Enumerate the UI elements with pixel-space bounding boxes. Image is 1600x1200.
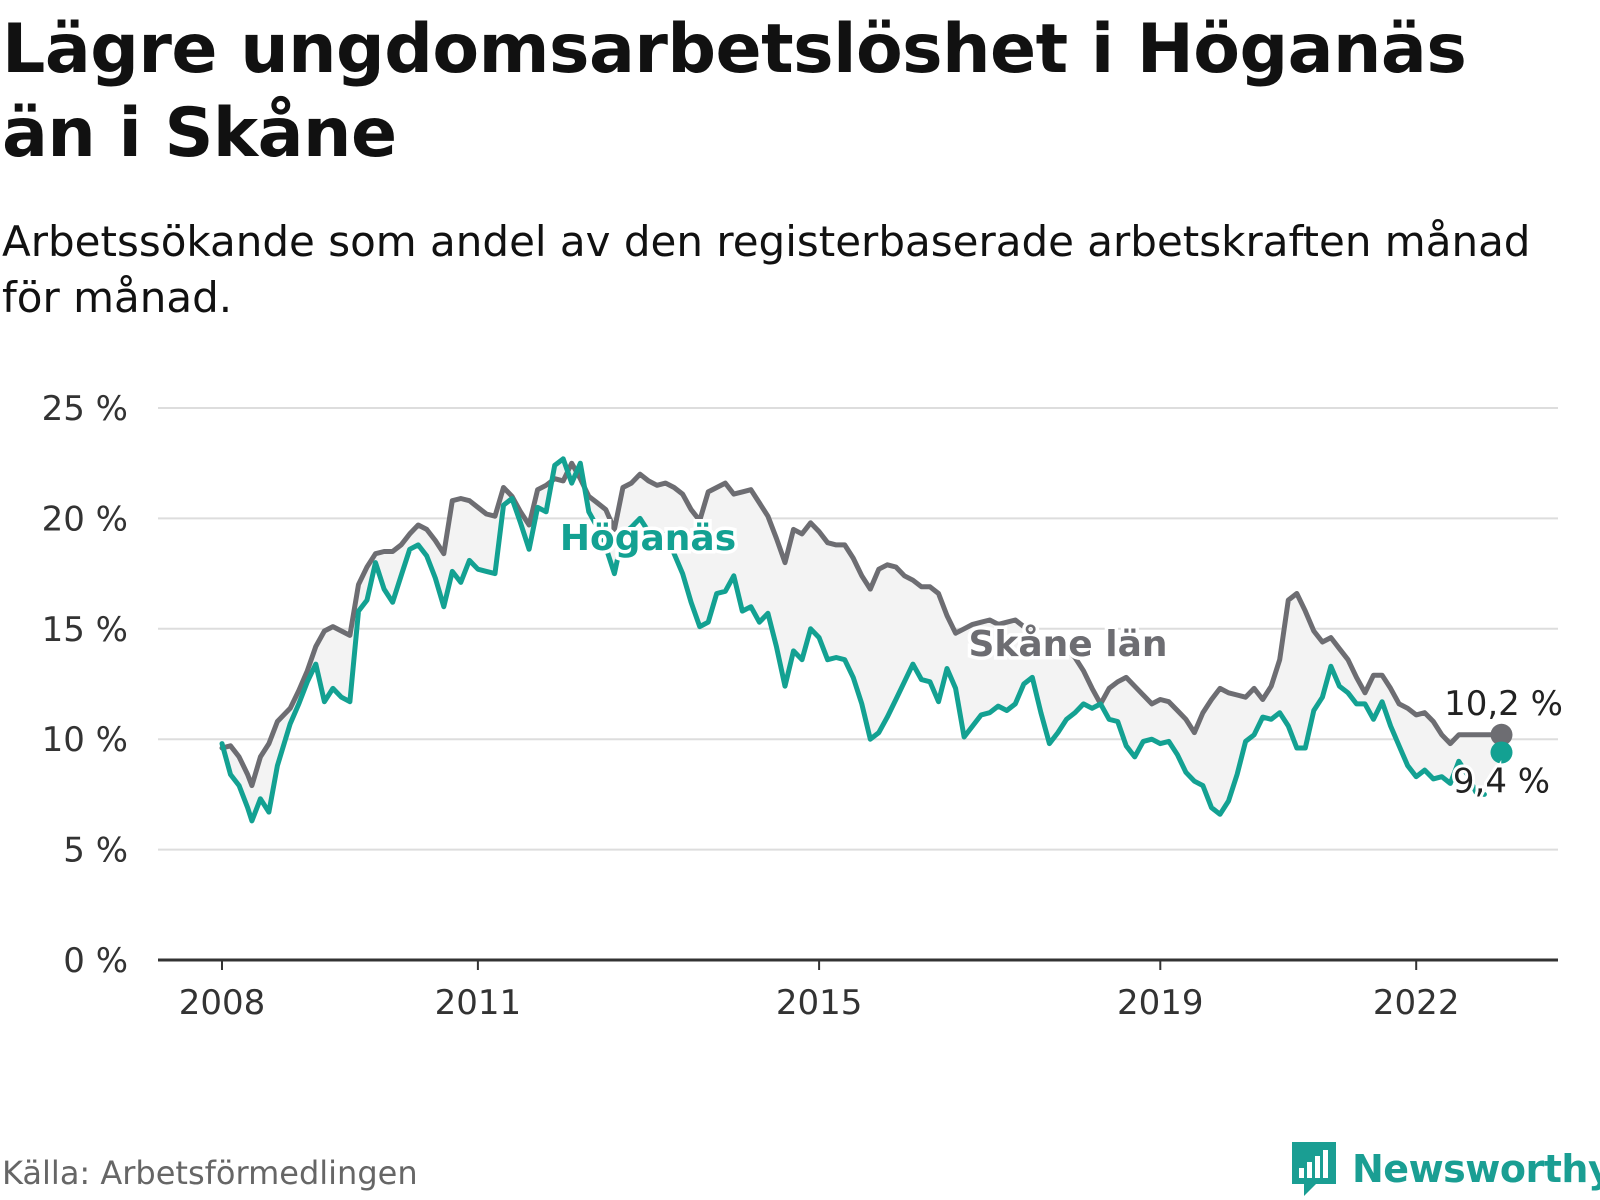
newsworthy-logo-icon: [1292, 1142, 1336, 1196]
difference-band: [222, 458, 1502, 821]
source-note: Källa: Arbetsförmedlingen: [2, 1154, 418, 1192]
y-tick-label: 25 %: [42, 389, 128, 429]
y-tick-label: 15 %: [42, 610, 128, 650]
brand-name: Newsworthy: [1352, 1147, 1600, 1191]
y-tick-label: 5 %: [63, 831, 128, 871]
line-chart: 0 % 5 % 10 % 15 % 20 % 25 % 2008 2011 2015 2019 20…: [42, 389, 1563, 1023]
x-tick-label: 2019: [1117, 983, 1204, 1023]
chart-subtitle: Arbetssökande som andel av den registerb…: [2, 217, 1531, 322]
end-marker-hoganas: [1490, 741, 1513, 764]
brand-logo: Newsworthy: [1290, 1140, 1600, 1198]
end-label-skane: 10,2 %: [1444, 684, 1563, 724]
x-tick-label: 2011: [435, 983, 522, 1023]
x-tick-label: 2015: [776, 983, 863, 1023]
y-tick-label: 10 %: [42, 720, 128, 760]
x-tick-label: 2008: [179, 983, 266, 1023]
chart-title: Lägre ungdomsarbetslöshet i Höganäs än i…: [2, 10, 1467, 173]
end-marker-skane: [1490, 723, 1513, 746]
y-tick-label: 20 %: [42, 499, 128, 539]
series-line-skane: [219, 460, 1504, 789]
end-label-hoganas: 9,4 %: [1453, 761, 1550, 801]
y-tick-label: 0 %: [63, 941, 128, 981]
x-tick-label: 2022: [1373, 983, 1460, 1023]
series-label-skane: Skåne län: [968, 624, 1167, 665]
series-label-hoganas: Höganäs: [560, 518, 736, 559]
